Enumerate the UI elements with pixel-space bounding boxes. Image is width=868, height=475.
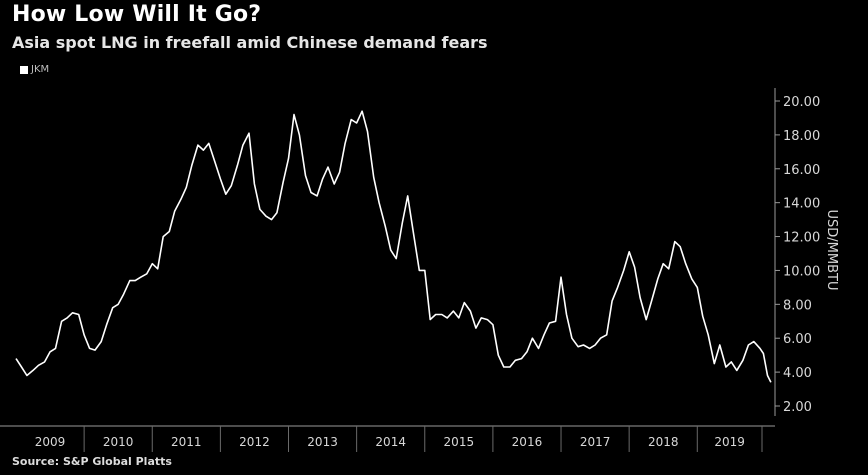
x-tick-label: 2019	[714, 435, 745, 449]
y-tick-label: 2.00	[783, 400, 812, 415]
y-tick-label: 14.00	[783, 197, 820, 212]
y-tick-label: 8.00	[783, 298, 812, 313]
x-tick-label: 2013	[307, 435, 338, 449]
y-tick-label: 12.00	[783, 231, 820, 246]
x-tick-label: 2018	[648, 435, 679, 449]
x-tick-label: 2010	[103, 435, 134, 449]
chart-subtitle: Asia spot LNG in freefall amid Chinese d…	[12, 33, 488, 52]
series-line-jkm	[15, 110, 772, 383]
x-tick-label: 2017	[580, 435, 611, 449]
y-tick-label: 4.00	[783, 366, 812, 381]
x-tick-label: 2015	[444, 435, 475, 449]
series-group	[15, 110, 772, 383]
y-tick-label: 6.00	[783, 332, 812, 347]
x-tick-label: 2016	[512, 435, 543, 449]
y-axis: 2.00 4.00 6.00 8.00 10.00 12.00 14.00 16.00 18.0…	[774, 88, 820, 416]
x-tick-label: 2009	[35, 435, 66, 449]
y-tick-label: 18.00	[783, 129, 820, 144]
x-tick-label: 2011	[171, 435, 202, 449]
x-axis: 2009 2010 2011 2012 2013 2014 2015 2016 2017 2018…	[0, 425, 775, 452]
y-axis-label: USD/MMBTU	[824, 210, 839, 291]
chart-title: How Low Will It Go?	[12, 2, 262, 27]
y-tick-label: 20.00	[783, 95, 820, 110]
y-tick-label: 10.00	[783, 264, 820, 279]
x-tick-label: 2012	[239, 435, 270, 449]
legend-label-jkm: JKM	[31, 64, 50, 75]
legend-swatch-jkm	[20, 65, 28, 74]
x-tick-label: 2014	[375, 435, 406, 449]
chart-legend: JKM	[20, 64, 49, 75]
chart-source: Source: S&P Global Platts	[12, 455, 172, 468]
y-tick-label: 16.00	[783, 163, 820, 178]
